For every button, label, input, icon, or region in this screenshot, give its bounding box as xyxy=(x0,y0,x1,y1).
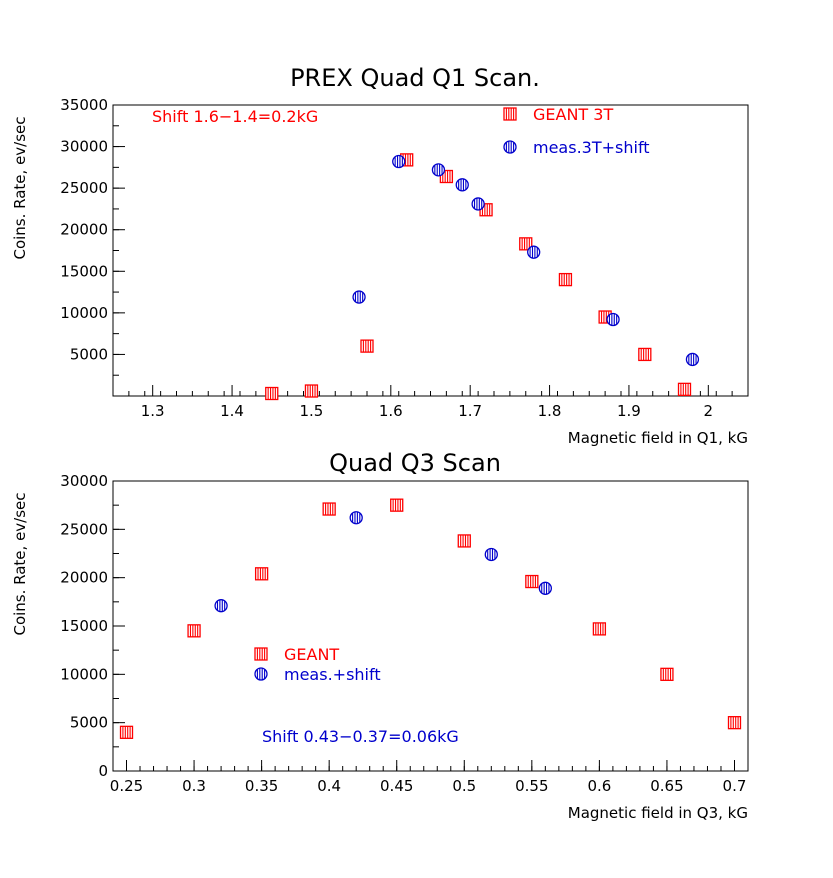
legend: GEANT meas.+shift xyxy=(254,645,381,684)
y-tick-label: 10000 xyxy=(60,665,108,683)
legend-meas-label: meas.3T+shift xyxy=(533,138,650,157)
data-point xyxy=(471,197,485,211)
y-tick-label: 35000 xyxy=(60,96,108,114)
data-point xyxy=(265,386,279,401)
data-point xyxy=(558,272,573,287)
data-point xyxy=(360,339,374,353)
y-tick-label: 20000 xyxy=(60,569,108,587)
y-tick-label: 25000 xyxy=(60,179,108,197)
x-tick-label: 0.3 xyxy=(182,777,206,795)
series-measured xyxy=(352,154,700,367)
data-point xyxy=(322,502,336,516)
data-point xyxy=(638,347,652,362)
data-point xyxy=(187,624,201,638)
y-tick-label: 15000 xyxy=(60,262,108,280)
x-tick-label: 1.3 xyxy=(141,402,165,420)
data-point xyxy=(352,290,366,304)
x-tick-label: 1.4 xyxy=(220,402,244,420)
data-point xyxy=(538,581,552,595)
shift-annotation: Shift 1.6−1.4=0.2kG xyxy=(152,107,318,126)
legend-geant-marker xyxy=(254,647,268,661)
data-point xyxy=(214,599,228,613)
axes: 0.25 0.3 0.35 0.4 0.45 0.5 0.55 0.6 0.65 0.7 0 5000… xyxy=(60,472,749,795)
q1-scan-panel: PREX Quad Q1 Scan. Coins. Rate, ev/sec M… xyxy=(11,64,749,447)
legend-meas-label: meas.+shift xyxy=(284,665,381,684)
x-tick-label: 1.5 xyxy=(300,402,324,420)
series-geant xyxy=(119,498,742,739)
legend-meas-marker xyxy=(254,667,268,681)
x-tick-label: 2 xyxy=(704,402,714,420)
data-point xyxy=(392,154,406,169)
chart-title: Quad Q3 Scan xyxy=(329,449,501,477)
data-point xyxy=(390,498,404,512)
y-tick-label: 25000 xyxy=(60,520,108,538)
x-tick-label: 1.6 xyxy=(379,402,403,420)
x-tick-label: 0.55 xyxy=(515,777,548,795)
x-tick-label: 0.6 xyxy=(587,777,611,795)
x-tick-label: 1.8 xyxy=(538,402,562,420)
x-tick-label: 0.4 xyxy=(317,777,341,795)
x-axis-label: Magnetic field in Q1, kG xyxy=(568,429,748,447)
series-measured xyxy=(214,511,552,613)
y-tick-label: 20000 xyxy=(60,221,108,239)
data-point xyxy=(431,163,446,177)
data-point xyxy=(685,352,700,367)
x-tick-label: 0.65 xyxy=(650,777,683,795)
y-tick-label: 15000 xyxy=(60,617,108,635)
data-point xyxy=(349,511,363,525)
x-axis-label: Magnetic field in Q3, kG xyxy=(568,804,748,822)
x-tick-label: 0.25 xyxy=(110,777,143,795)
y-tick-label: 0 xyxy=(98,762,108,780)
data-point xyxy=(304,384,319,398)
data-point xyxy=(455,178,469,192)
series-geant xyxy=(265,153,692,401)
data-point xyxy=(606,312,620,327)
shift-annotation: Shift 0.43−0.37=0.06kG xyxy=(262,727,459,746)
y-tick-label: 5000 xyxy=(70,345,108,363)
data-point xyxy=(660,667,674,681)
data-point xyxy=(727,716,742,730)
y-tick-label: 30000 xyxy=(60,472,108,490)
data-point xyxy=(677,382,692,396)
legend: GEANT 3T meas.3T+shift xyxy=(503,105,650,157)
data-point xyxy=(525,574,539,589)
chart-title: PREX Quad Q1 Scan. xyxy=(290,64,540,92)
y-tick-label: 10000 xyxy=(60,304,108,322)
legend-geant-label: GEANT xyxy=(284,645,339,664)
x-tick-label: 0.5 xyxy=(452,777,476,795)
x-tick-label: 0.45 xyxy=(380,777,413,795)
data-point xyxy=(457,534,471,548)
axes: 1.3 1.4 1.5 1.6 1.7 1.8 1.9 2500010000150002000… xyxy=(60,96,749,420)
data-point xyxy=(119,725,134,739)
y-axis-label: Coins. Rate, ev/sec xyxy=(11,116,29,259)
y-tick-label: 30000 xyxy=(60,138,108,156)
data-point xyxy=(519,237,533,251)
data-point xyxy=(592,622,607,636)
data-point xyxy=(527,245,541,259)
data-point xyxy=(484,547,498,562)
legend-meas-marker xyxy=(503,140,517,154)
x-tick-label: 1.9 xyxy=(617,402,641,420)
data-point xyxy=(254,567,269,581)
y-axis-label: Coins. Rate, ev/sec xyxy=(11,492,29,635)
x-tick-label: 0.35 xyxy=(245,777,278,795)
x-tick-label: 1.7 xyxy=(458,402,482,420)
q3-scan-panel: Quad Q3 Scan Coins. Rate, ev/sec Magneti… xyxy=(11,449,749,822)
plot-frame xyxy=(112,104,749,397)
x-tick-label: 0.7 xyxy=(723,777,747,795)
legend-geant-label: GEANT 3T xyxy=(533,105,613,124)
legend-geant-marker xyxy=(503,107,517,121)
y-tick-label: 5000 xyxy=(70,714,108,732)
